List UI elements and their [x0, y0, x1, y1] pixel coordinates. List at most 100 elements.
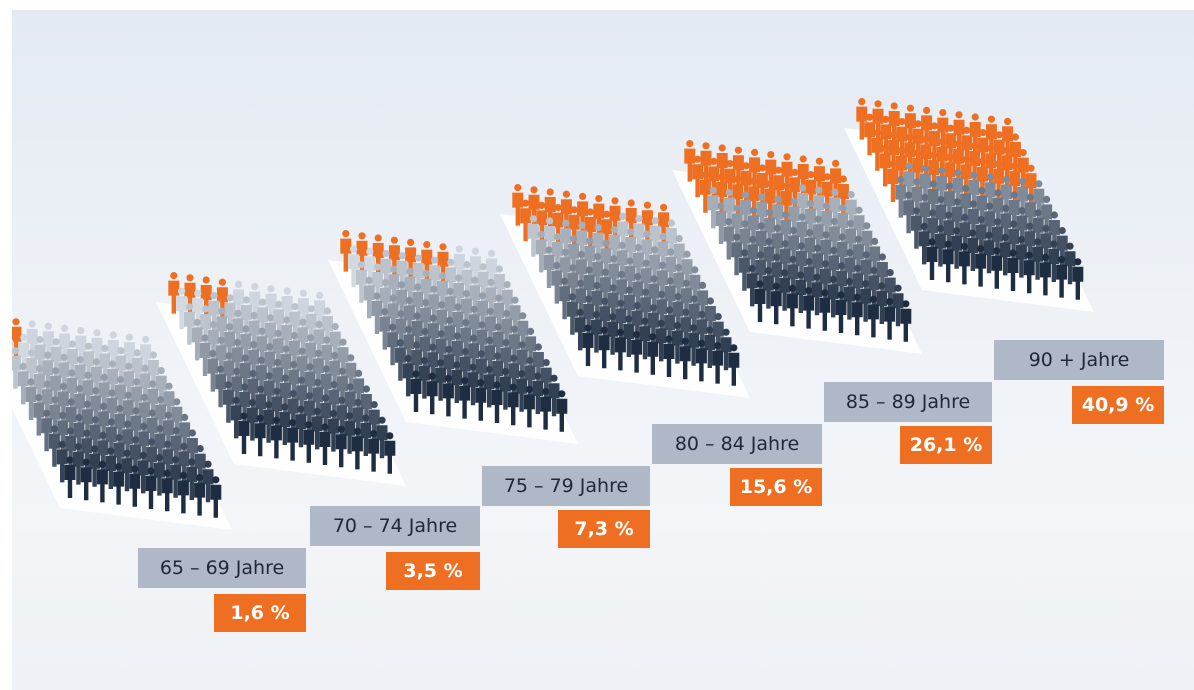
infographic-stage: 65 – 69 Jahre 1,6 % 70 – 74 Jahre 3,5 % …: [12, 10, 1194, 690]
person-figure: [780, 182, 792, 224]
person-figure: [207, 350, 219, 392]
person-figure: [98, 402, 110, 445]
person-figure: [443, 345, 455, 388]
person-figure: [599, 297, 611, 340]
person-figure: [649, 246, 661, 288]
person-figure: [208, 292, 220, 334]
person-figure: [920, 135, 932, 178]
person-figure: [287, 419, 299, 461]
person-figure: [786, 284, 798, 327]
person-figure: [821, 173, 833, 215]
person-figure: [600, 239, 612, 282]
person-figure: [944, 153, 956, 196]
person-figure: [772, 195, 784, 238]
people-blocks: [12, 98, 1094, 530]
person-figure: [607, 284, 619, 326]
person-figure: [967, 200, 979, 242]
person-figure: [271, 387, 283, 430]
person-figure: [224, 294, 236, 336]
person-figure: [540, 388, 552, 430]
person-figure: [904, 104, 916, 147]
person-figure: [380, 250, 392, 292]
person-figure: [520, 199, 532, 242]
person-figure: [983, 231, 995, 274]
person-figure: [264, 314, 276, 356]
person-figure: [640, 288, 652, 331]
person-figure: [672, 293, 684, 335]
person-figure: [876, 253, 888, 295]
person-figure: [508, 354, 520, 397]
person-figure: [795, 271, 807, 313]
person-figure: [764, 180, 776, 222]
person-figure: [73, 414, 85, 456]
person-figure: [559, 277, 571, 320]
person-figure: [903, 162, 915, 205]
person-figure: [353, 369, 365, 412]
person-figure: [500, 339, 512, 381]
person-figure: [575, 279, 587, 322]
person-figure: [673, 235, 685, 277]
person-figure: [507, 383, 519, 426]
person-figure: [231, 338, 243, 381]
person-figure: [951, 227, 963, 269]
person-figure: [105, 418, 117, 460]
person-figure: [239, 383, 251, 425]
person-figure: [279, 403, 291, 445]
person-figure: [105, 447, 117, 489]
person-figure: [837, 204, 849, 246]
person-figure: [804, 200, 816, 242]
person-figure: [224, 323, 236, 365]
person-figure: [216, 307, 228, 350]
person-figure: [813, 157, 825, 200]
person-figure: [684, 140, 696, 182]
pct-label-80-84: 15,6 %: [730, 468, 822, 506]
person-figure: [926, 238, 938, 280]
person-figure: [376, 416, 388, 459]
person-figure: [583, 266, 595, 308]
person-figure: [527, 215, 539, 257]
person-figure: [551, 262, 563, 304]
person-figure: [372, 234, 384, 276]
person-figure: [639, 317, 651, 360]
person-figure: [762, 267, 774, 309]
person-figure: [975, 216, 987, 258]
person-figure: [384, 432, 396, 474]
person-figure: [715, 202, 727, 244]
person-figure: [256, 327, 268, 370]
person-figure: [943, 182, 955, 225]
person-figure: [1008, 220, 1020, 262]
person-figure: [819, 289, 831, 331]
person-figure: [387, 294, 399, 337]
person-figure: [264, 343, 276, 385]
person-figure: [200, 305, 212, 347]
person-figure: [918, 222, 930, 265]
person-figure: [641, 201, 653, 244]
person-figure: [830, 159, 842, 202]
person-figure: [560, 219, 572, 262]
person-figure: [617, 212, 629, 255]
person-figure: [451, 332, 463, 374]
person-figure: [755, 222, 767, 264]
person-figure: [186, 429, 198, 471]
person-figure: [904, 133, 916, 176]
person-figure: [631, 302, 643, 344]
person-figure: [396, 281, 408, 323]
person-figure: [179, 413, 191, 456]
age-label-90-plus: 90 + Jahre: [994, 340, 1164, 380]
person-figure: [601, 210, 613, 253]
person-figure: [363, 276, 375, 319]
person-figure: [732, 146, 744, 189]
person-figure: [968, 171, 980, 213]
person-figure: [238, 412, 250, 454]
person-figure: [663, 335, 675, 377]
person-figure: [139, 364, 151, 407]
person-figure: [113, 434, 125, 476]
person-figure: [469, 276, 481, 319]
person-figure: [83, 342, 95, 385]
pct-label-70-74: 3,5 %: [386, 552, 480, 590]
person-figure: [297, 289, 309, 332]
person-figure: [122, 391, 134, 434]
person-figure: [352, 398, 364, 441]
person-figure: [106, 389, 118, 431]
person-figure: [884, 269, 896, 311]
